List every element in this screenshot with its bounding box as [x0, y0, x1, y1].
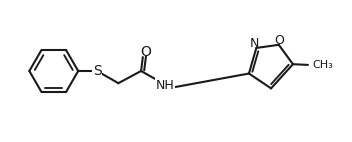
Text: O: O: [275, 34, 284, 47]
Text: S: S: [93, 64, 102, 78]
Text: O: O: [140, 45, 151, 59]
Text: N: N: [250, 37, 260, 50]
Text: NH: NH: [156, 79, 175, 92]
Text: CH₃: CH₃: [313, 60, 333, 70]
